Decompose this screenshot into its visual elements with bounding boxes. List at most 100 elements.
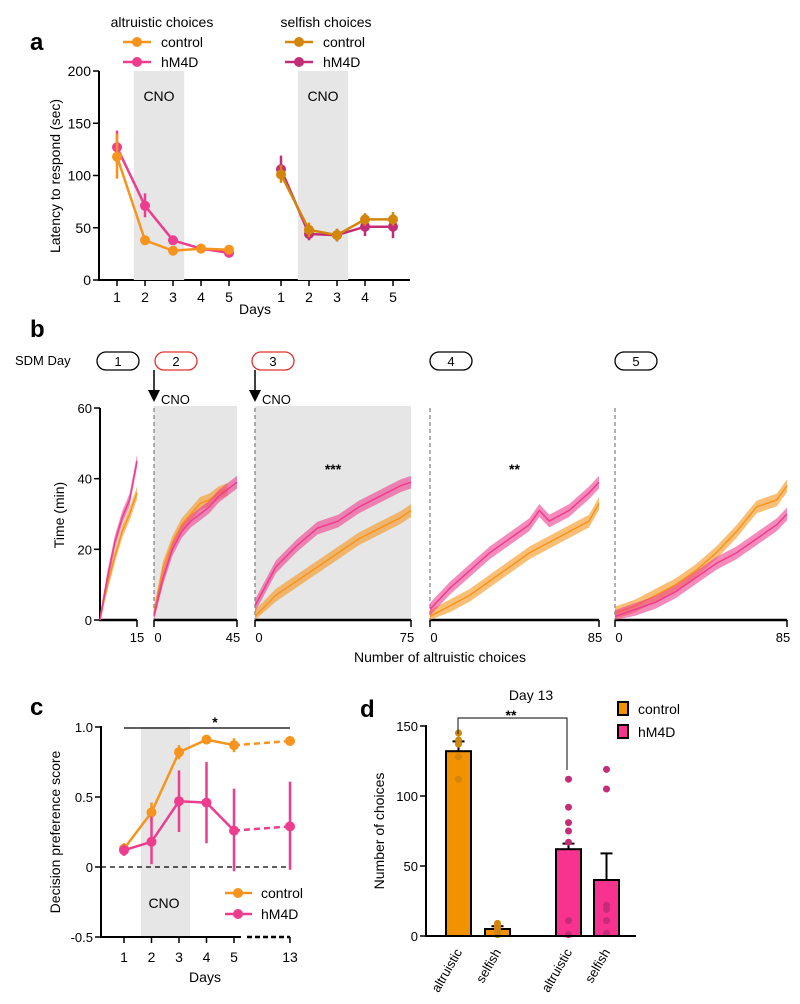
individual-point (455, 740, 462, 748)
sem-band-control (255, 504, 411, 620)
individual-point (565, 819, 572, 827)
data-point-control (112, 151, 122, 162)
y-tick-label-a: 0 (83, 272, 91, 288)
individual-point (603, 917, 610, 925)
legend-marker-hM4D (294, 57, 304, 67)
x-tick-label-a: 3 (169, 289, 177, 305)
individual-point (565, 917, 572, 925)
sdm-day-number: 2 (172, 354, 179, 369)
individual-point (494, 931, 501, 939)
data-point-control (388, 214, 398, 225)
x-tick-label-b: 85 (588, 630, 602, 645)
y-tick-label-b: 40 (78, 472, 92, 487)
mean-line-hM4D (254, 481, 412, 607)
cno-label-c: CNO (148, 895, 179, 911)
cno-shading-a (297, 71, 349, 280)
sdm-day-pill (154, 351, 198, 371)
individual-point (565, 827, 572, 835)
x-tick-label-c: 4 (203, 949, 211, 965)
mean-line-hM4D (614, 513, 788, 618)
x-tick-label-c: 2 (148, 949, 156, 965)
x-tick-label-a: 1 (277, 289, 285, 305)
x-tick-label-c: 3 (175, 949, 183, 965)
series-dashed-hM4D (233, 825, 291, 832)
x-tick-label-a: 4 (197, 289, 205, 305)
mean-line-hM4D (153, 481, 238, 617)
data-point-hM4D (285, 821, 295, 832)
legend-swatch-control (617, 701, 629, 716)
sem-band-hM4D (255, 475, 411, 613)
y-axis-label-c: Decision preference score (47, 750, 63, 913)
data-point-control (174, 747, 184, 758)
y-axis-label-b: Time (min) (51, 482, 67, 548)
legend-label: control (323, 34, 365, 50)
individual-point (455, 775, 462, 783)
individual-point (565, 775, 572, 783)
x-tick-label-a: 5 (389, 289, 397, 305)
sdm-day-number: 5 (632, 354, 639, 369)
data-point-hM4D (168, 235, 178, 246)
y-tick-label-b: 60 (78, 401, 92, 416)
individual-point (603, 929, 610, 937)
individual-point (603, 765, 610, 773)
data-point-control (229, 740, 239, 751)
cno-label-b: CNO (161, 392, 190, 407)
x-tick-label-d: selfish (473, 946, 504, 985)
data-point-control (276, 169, 286, 180)
sdm-day-pill (614, 351, 658, 371)
data-point-hM4D (146, 836, 157, 847)
sdm-day-number: 1 (114, 354, 121, 369)
y-tick-label-b: 0 (85, 613, 92, 628)
x-tick-label-d: selfish (582, 946, 613, 985)
x-tick-label-b: 15 (130, 630, 144, 645)
significance-stars-d: ** (506, 707, 517, 723)
significance-star-c: * (212, 714, 218, 730)
x-tick-label-c: 1 (120, 949, 128, 965)
x-axis-label-b: Number of altruistic choices (354, 649, 526, 665)
sdm-day-number: 3 (269, 354, 276, 369)
legend-swatch-hM4D (617, 724, 629, 739)
individual-point (603, 905, 610, 913)
x-tick-label-a: 3 (333, 289, 341, 305)
cno-label-a: CNO (307, 88, 338, 104)
x-tick-label-a: 4 (361, 289, 369, 305)
legend-marker-control (233, 888, 243, 898)
data-point-control (224, 244, 234, 255)
sem-band-control (615, 479, 787, 620)
x-tick-label-a: 2 (305, 289, 313, 305)
legend-label: hM4D (638, 724, 675, 740)
x-tick-label-b: 0 (154, 630, 161, 645)
data-point-hM4D (174, 796, 184, 807)
sdm-day-pill (96, 351, 140, 371)
y-tick-label-c: 0.5 (75, 790, 93, 805)
x-tick-label-b: 75 (400, 630, 414, 645)
cno-arrow-icon (148, 390, 160, 402)
legend-marker-hM4D (132, 57, 142, 67)
data-point-hM4D (140, 200, 150, 211)
sdm-day-pill (251, 351, 295, 371)
y-tick-label-d: 50 (404, 859, 418, 874)
individual-point (565, 931, 572, 939)
mean-line-control (429, 503, 600, 618)
legend-label: hM4D (323, 54, 360, 70)
data-point-control (304, 224, 314, 235)
panel-label-b: b (30, 316, 45, 343)
y-tick-label-b: 20 (78, 542, 92, 557)
significance-stars: *** (325, 461, 342, 477)
individual-point (565, 838, 572, 846)
data-point-hM4D (119, 845, 129, 856)
y-tick-label-d: 100 (396, 789, 418, 804)
data-point-control (146, 807, 157, 818)
sem-band-control (430, 497, 599, 620)
legend-marker-hM4D (233, 909, 243, 919)
cno-label-b: CNO (262, 392, 291, 407)
x-tick-label-d: altruistic (538, 946, 575, 995)
y-tick-label-d: 150 (396, 719, 418, 734)
y-tick-label-c: 1.0 (75, 720, 93, 735)
x-axis-label-a: Days (239, 301, 271, 317)
data-point-hM4D (360, 221, 370, 232)
individual-point (603, 785, 610, 793)
cno-label-a: CNO (143, 88, 174, 104)
data-point-control (360, 214, 370, 225)
